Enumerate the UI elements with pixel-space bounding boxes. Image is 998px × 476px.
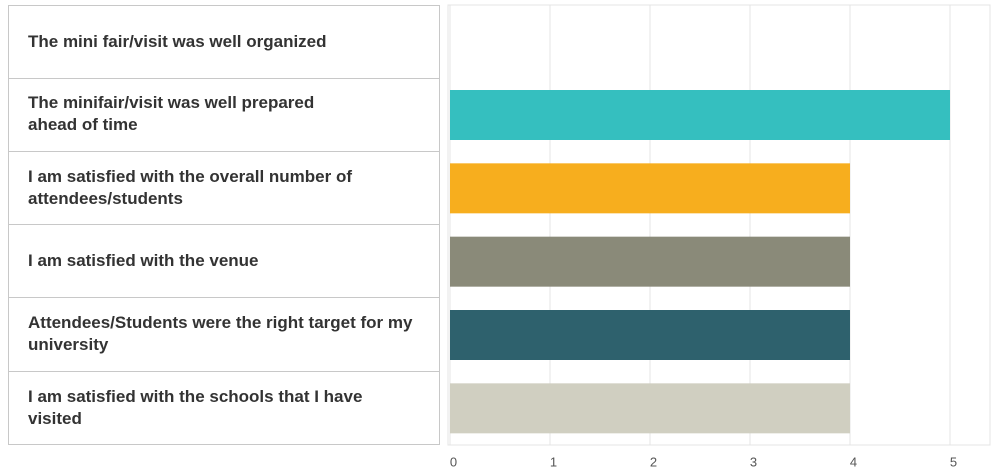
category-label: The minifair/visit was well prepared ahe… xyxy=(28,93,315,135)
category-cell: I am satisfied with the schools that I h… xyxy=(8,371,440,445)
x-tick-label: 2 xyxy=(650,454,658,469)
category-label: I am satisfied with the venue xyxy=(28,251,259,271)
x-tick-label: 3 xyxy=(750,454,758,469)
category-cell: The mini fair/visit was well organized xyxy=(8,5,440,80)
x-tick-label: 1 xyxy=(550,454,558,469)
category-label: I am satisfied with the overall number o… xyxy=(28,166,353,208)
category-label: I am satisfied with the schools that I h… xyxy=(28,386,363,428)
bar xyxy=(450,383,850,434)
bar xyxy=(450,310,850,360)
bar xyxy=(450,236,850,287)
plot-border xyxy=(447,4,991,446)
category-cell: The minifair/visit was well prepared ahe… xyxy=(8,78,440,152)
x-tick-label: 5 xyxy=(950,454,958,469)
category-cell: I am satisfied with the venue xyxy=(8,225,440,299)
x-tick-label: 4 xyxy=(850,454,858,469)
category-label: Attendees/Students were the right target… xyxy=(28,313,413,355)
bar xyxy=(450,90,950,140)
bar xyxy=(450,163,850,214)
x-tick-label: 0 xyxy=(450,454,458,469)
category-cell: Attendees/Students were the right target… xyxy=(8,298,440,372)
category-cell: I am satisfied with the overall number o… xyxy=(8,151,440,225)
category-label: The mini fair/visit was well organized xyxy=(28,32,327,52)
